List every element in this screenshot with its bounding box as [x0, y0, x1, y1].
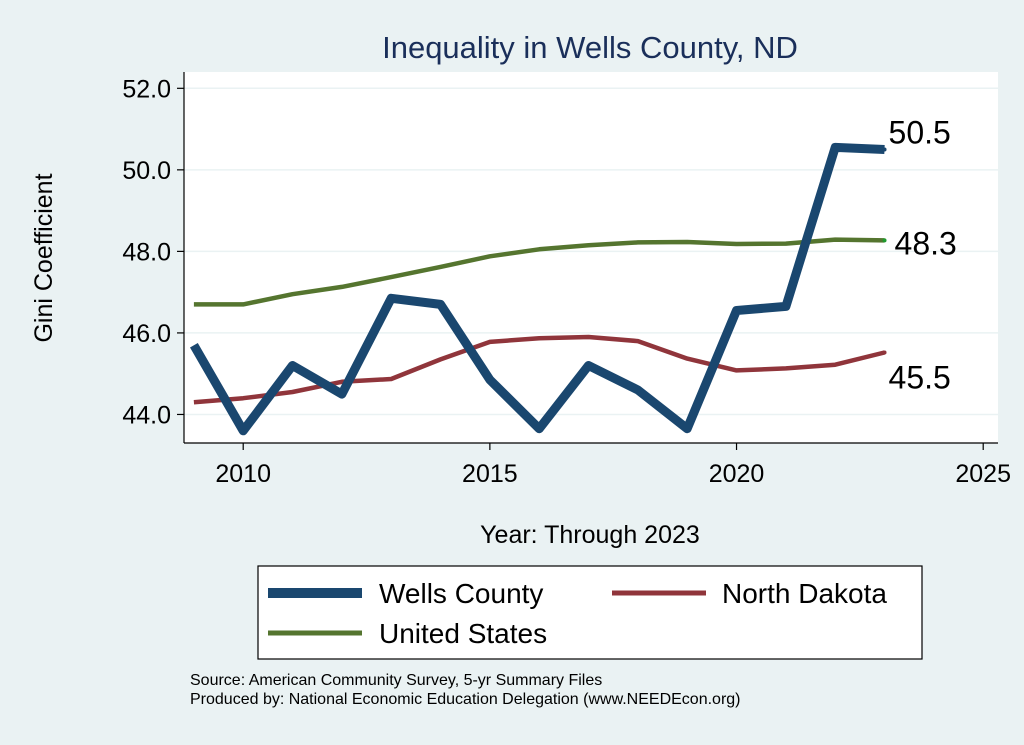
end-point-north-dakota — [882, 350, 887, 355]
series-lines — [190, 142, 887, 436]
produced-by-text: Produced by: National Economic Education… — [190, 691, 741, 708]
legend-label-wells-county: Wells County — [379, 578, 543, 609]
source-text: Source: American Community Survey, 5-yr … — [190, 672, 603, 689]
x-tick-label: 2015 — [462, 460, 518, 488]
y-tick-label: 44.0 — [122, 401, 171, 429]
end-label-wells-county: 50.5 — [889, 114, 951, 150]
y-tick-label: 46.0 — [122, 320, 171, 348]
end-point-united-states — [882, 238, 887, 243]
y-ticks: 44.0 46.0 48.0 50.0 52.0 — [122, 75, 184, 429]
x-tick-label: 2010 — [215, 460, 271, 488]
legend-label-north-dakota: North Dakota — [722, 578, 887, 609]
x-tick-label: 2020 — [709, 460, 765, 488]
x-axis-label: Year: Through 2023 — [480, 521, 700, 549]
source-notes: Source: American Community Survey, 5-yr … — [190, 671, 741, 709]
end-label-north-dakota: 45.5 — [889, 359, 951, 395]
end-label-united-states: 48.3 — [895, 225, 957, 261]
series-line-north-dakota — [193, 334, 886, 405]
legend-label-united-states: United States — [379, 618, 547, 649]
y-tick-label: 52.0 — [122, 75, 171, 103]
end-labels: 48.3 45.5 50.5 — [889, 114, 957, 395]
y-tick-label: 50.0 — [122, 157, 171, 185]
series-line-wells-county — [190, 142, 885, 436]
end-point-wells-county — [882, 147, 887, 152]
x-ticks: 2010 2015 2020 2025 — [215, 443, 1011, 488]
legend: Wells County North Dakota United States — [257, 565, 923, 660]
series-line-united-states — [193, 237, 885, 307]
chart-title: Inequality in Wells County, ND — [382, 30, 798, 65]
y-tick-label: 48.0 — [122, 238, 171, 266]
gridlines — [184, 87, 998, 416]
x-tick-label: 2025 — [955, 460, 1011, 488]
legend-box — [257, 565, 923, 660]
y-axis-label: Gini Coefficient — [30, 173, 58, 342]
